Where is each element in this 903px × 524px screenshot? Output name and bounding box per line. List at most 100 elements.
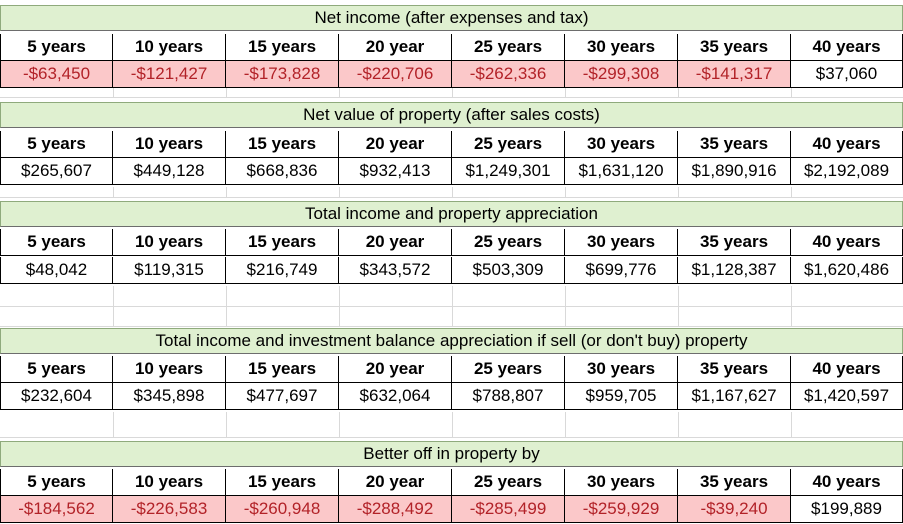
header-cell: 15 years [226,356,339,383]
header-row: 5 years 10 years 15 years 20 year 25 yea… [0,469,903,496]
header-cell: 40 years [791,356,903,383]
header-cell: 25 years [452,469,565,496]
gridline [678,307,679,326]
value-cell: -$226,583 [113,496,226,523]
section-title: Net income (after expenses and tax) [0,5,903,31]
table-net-income: Net income (after expenses and tax) 5 ye… [0,5,903,88]
gridline [226,412,227,437]
value-cell: $216,749 [226,257,339,284]
header-cell: 25 years [452,131,565,158]
gridline [226,187,227,197]
header-cell: 40 years [791,131,903,158]
header-cell: 20 year [339,469,452,496]
header-cell: 40 years [791,34,903,61]
blank-row [0,412,903,438]
gridline [452,286,453,306]
gridline [791,187,792,197]
gridline [226,286,227,306]
value-cell: $265,607 [0,158,113,185]
section-title: Total income and investment balance appr… [0,328,903,354]
gridline [113,307,114,326]
value-cell: $232,604 [0,383,113,410]
header-cell: 10 years [113,229,226,256]
gridline [565,88,566,97]
value-cell: -$39,240 [678,496,791,523]
header-cell: 15 years [226,469,339,496]
value-cell: $932,413 [339,158,452,185]
gridline [226,88,227,97]
gridline [339,187,340,197]
header-cell: 40 years [791,469,903,496]
value-cell: $788,807 [452,383,565,410]
header-cell: 35 years [678,229,791,256]
value-cell: $1,420,597 [791,383,903,410]
header-cell: 20 year [339,131,452,158]
header-row: 5 years 10 years 15 years 20 year 25 yea… [0,356,903,383]
value-cell: $503,309 [452,257,565,284]
value-row: $232,604 $345,898 $477,697 $632,064 $788… [0,383,903,410]
header-cell: 35 years [678,131,791,158]
value-cell: -$184,562 [0,496,113,523]
value-cell: $668,836 [226,158,339,185]
header-row: 5 years 10 years 15 years 20 year 25 yea… [0,229,903,256]
value-cell: $632,064 [339,383,452,410]
header-cell: 35 years [678,356,791,383]
gridline [565,286,566,306]
gridline [113,187,114,197]
section-title: Total income and property appreciation [0,201,903,227]
value-cell: $959,705 [565,383,678,410]
gridline [678,412,679,437]
table-net-property-value: Net value of property (after sales costs… [0,102,903,187]
value-cell: $1,128,387 [678,257,791,284]
gridline [678,187,679,197]
header-cell: 15 years [226,229,339,256]
header-cell: 20 year [339,229,452,256]
header-cell: 10 years [113,469,226,496]
value-cell: -$259,929 [565,496,678,523]
value-cell: $37,060 [791,61,903,88]
value-cell: -$299,308 [565,61,678,88]
value-cell: $345,898 [113,383,226,410]
header-cell: 40 years [791,229,903,256]
header-cell: 10 years [113,131,226,158]
gridline [791,286,792,306]
value-cell: $1,890,916 [678,158,791,185]
header-cell: 30 years [565,469,678,496]
value-cell: -$121,427 [113,61,226,88]
table-total-income-property: Total income and property appreciation 5… [0,201,903,286]
value-row: -$63,450 -$121,427 -$173,828 -$220,706 -… [0,61,903,88]
value-cell: -$141,317 [678,61,791,88]
gridline [452,412,453,437]
value-cell: -$285,499 [452,496,565,523]
header-cell: 15 years [226,131,339,158]
table-better-off: Better off in property by 5 years 10 yea… [0,441,903,524]
gridline [565,412,566,437]
gridline [565,187,566,197]
header-cell: 30 years [565,131,678,158]
gridline [678,286,679,306]
header-cell: 5 years [0,229,113,256]
blank-row [0,187,903,198]
header-cell: 35 years [678,469,791,496]
header-cell: 25 years [452,229,565,256]
gridline [339,307,340,326]
value-cell: $119,315 [113,257,226,284]
value-cell: $477,697 [226,383,339,410]
gridline [339,412,340,437]
header-row: 5 years 10 years 15 years 20 year 25 yea… [0,34,903,61]
value-cell: $1,167,627 [678,383,791,410]
value-cell: $1,631,120 [565,158,678,185]
gridline [452,187,453,197]
value-row: -$184,562 -$226,583 -$260,948 -$288,492 … [0,496,903,523]
value-row: $48,042 $119,315 $216,749 $343,572 $503,… [0,257,903,284]
value-cell: $48,042 [0,257,113,284]
header-cell: 5 years [0,34,113,61]
header-cell: 30 years [565,229,678,256]
header-cell: 5 years [0,131,113,158]
gridline [226,307,227,326]
header-cell: 10 years [113,356,226,383]
gridline [113,88,114,97]
gridline [113,286,114,306]
gridline [791,88,792,97]
